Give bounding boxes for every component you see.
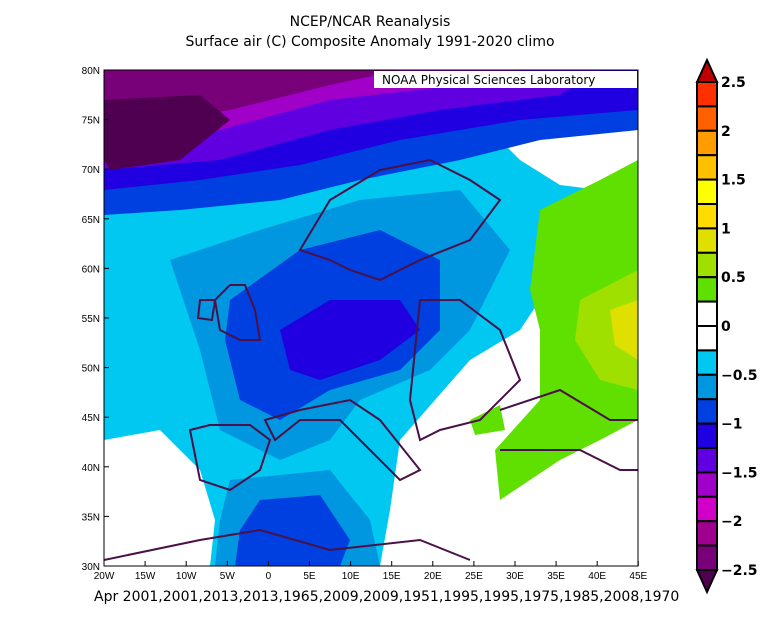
- colorbar-swatch: [696, 81, 718, 108]
- colorbar-label: −1.5: [721, 465, 758, 481]
- colorbar-swatch: [696, 251, 718, 279]
- colorbar-swatch: [696, 422, 718, 450]
- anomaly-field: [104, 70, 638, 566]
- colorbar-label: 1: [721, 221, 731, 237]
- composite-years: Apr 2001,2001,2013,2013,1965,2009,2009,1…: [94, 589, 680, 605]
- colorbar-swatch: [696, 520, 718, 547]
- colorbar-swatch: [696, 178, 718, 206]
- colorbar-label: 0.5: [721, 270, 746, 286]
- colorbar-label: 0: [721, 319, 731, 335]
- colorbar-swatch: [696, 447, 718, 474]
- colorbar-label: −0.5: [721, 368, 758, 384]
- lat-label: 60N: [82, 264, 100, 275]
- lon-label: 5E: [303, 571, 316, 582]
- lon-label: 40E: [588, 571, 606, 582]
- colorbar-label: 1.5: [721, 173, 746, 189]
- lon-label: 35E: [547, 571, 565, 582]
- lon-label: 10W: [176, 571, 197, 582]
- lat-label: 30N: [82, 562, 100, 573]
- colorbar-swatch: [696, 300, 718, 328]
- lat-label: 65N: [82, 215, 100, 226]
- colorbar-swatch: [696, 373, 718, 401]
- colorbar-label: −2.5: [721, 563, 758, 579]
- lat-label: 55N: [82, 314, 100, 325]
- lon-label: 25E: [465, 571, 483, 582]
- lon-label: 45E: [629, 571, 647, 582]
- lat-label: 40N: [82, 463, 100, 474]
- lat-axis: 30N 35N 40N 45N 50N 55N 60N 65N 70N 75N 80N: [82, 66, 109, 573]
- colorbar-max-arrow: [695, 57, 719, 83]
- colorbar-label: 2: [721, 124, 731, 140]
- colorbar-swatch: [696, 105, 718, 132]
- colorbar-swatch: [696, 129, 718, 157]
- map-subtitle: Surface air (C) Composite Anomaly 1991-2…: [185, 34, 555, 50]
- colorbar-swatch: [696, 544, 718, 571]
- lon-label: 10E: [342, 571, 360, 582]
- colorbar-swatch: [696, 471, 718, 498]
- lat-label: 45N: [82, 413, 100, 424]
- colorbar-swatch: [696, 495, 718, 523]
- lat-label: 50N: [82, 364, 100, 375]
- colorbar-swatch: [696, 276, 718, 303]
- coastlines: [104, 158, 638, 561]
- map-title: NCEP/NCAR Reanalysis: [289, 14, 451, 30]
- colorbar-swatch: [696, 203, 718, 230]
- lon-axis: 20W 15W 10W 5W 0 5E 10E 15E 20E 25E 30E 35E 40E 45E: [94, 561, 648, 582]
- lat-label: 75N: [82, 116, 100, 127]
- lon-label: 0: [266, 571, 272, 582]
- colorbar-swatch: [696, 398, 718, 425]
- lon-label: 5W: [220, 571, 236, 582]
- lon-label: 15W: [135, 571, 156, 582]
- colorbar-swatch: [696, 349, 718, 376]
- lat-label: 35N: [82, 512, 100, 523]
- lat-label: 70N: [82, 165, 100, 176]
- credit-label: NOAA Physical Sciences Laboratory: [382, 73, 595, 87]
- colorbar-swatch: [696, 154, 718, 181]
- colorbar-label: 2.5: [721, 75, 746, 91]
- colorbar-min-arrow: [695, 569, 719, 595]
- colorbar-label: −2: [721, 514, 742, 530]
- lat-label: 80N: [82, 66, 100, 77]
- colorbar-swatch: [696, 325, 718, 352]
- lon-label: 30E: [506, 571, 524, 582]
- lon-label: 20E: [424, 571, 442, 582]
- lon-label: 20W: [94, 571, 115, 582]
- colorbar-label: −1: [721, 417, 742, 433]
- lon-label: 15E: [383, 571, 401, 582]
- colorbar-swatch: [696, 227, 718, 254]
- colorbar: 2.5 2 1.5 1 0.5 0 −0.5 −1 −1.5 −2 −2.5: [695, 57, 758, 595]
